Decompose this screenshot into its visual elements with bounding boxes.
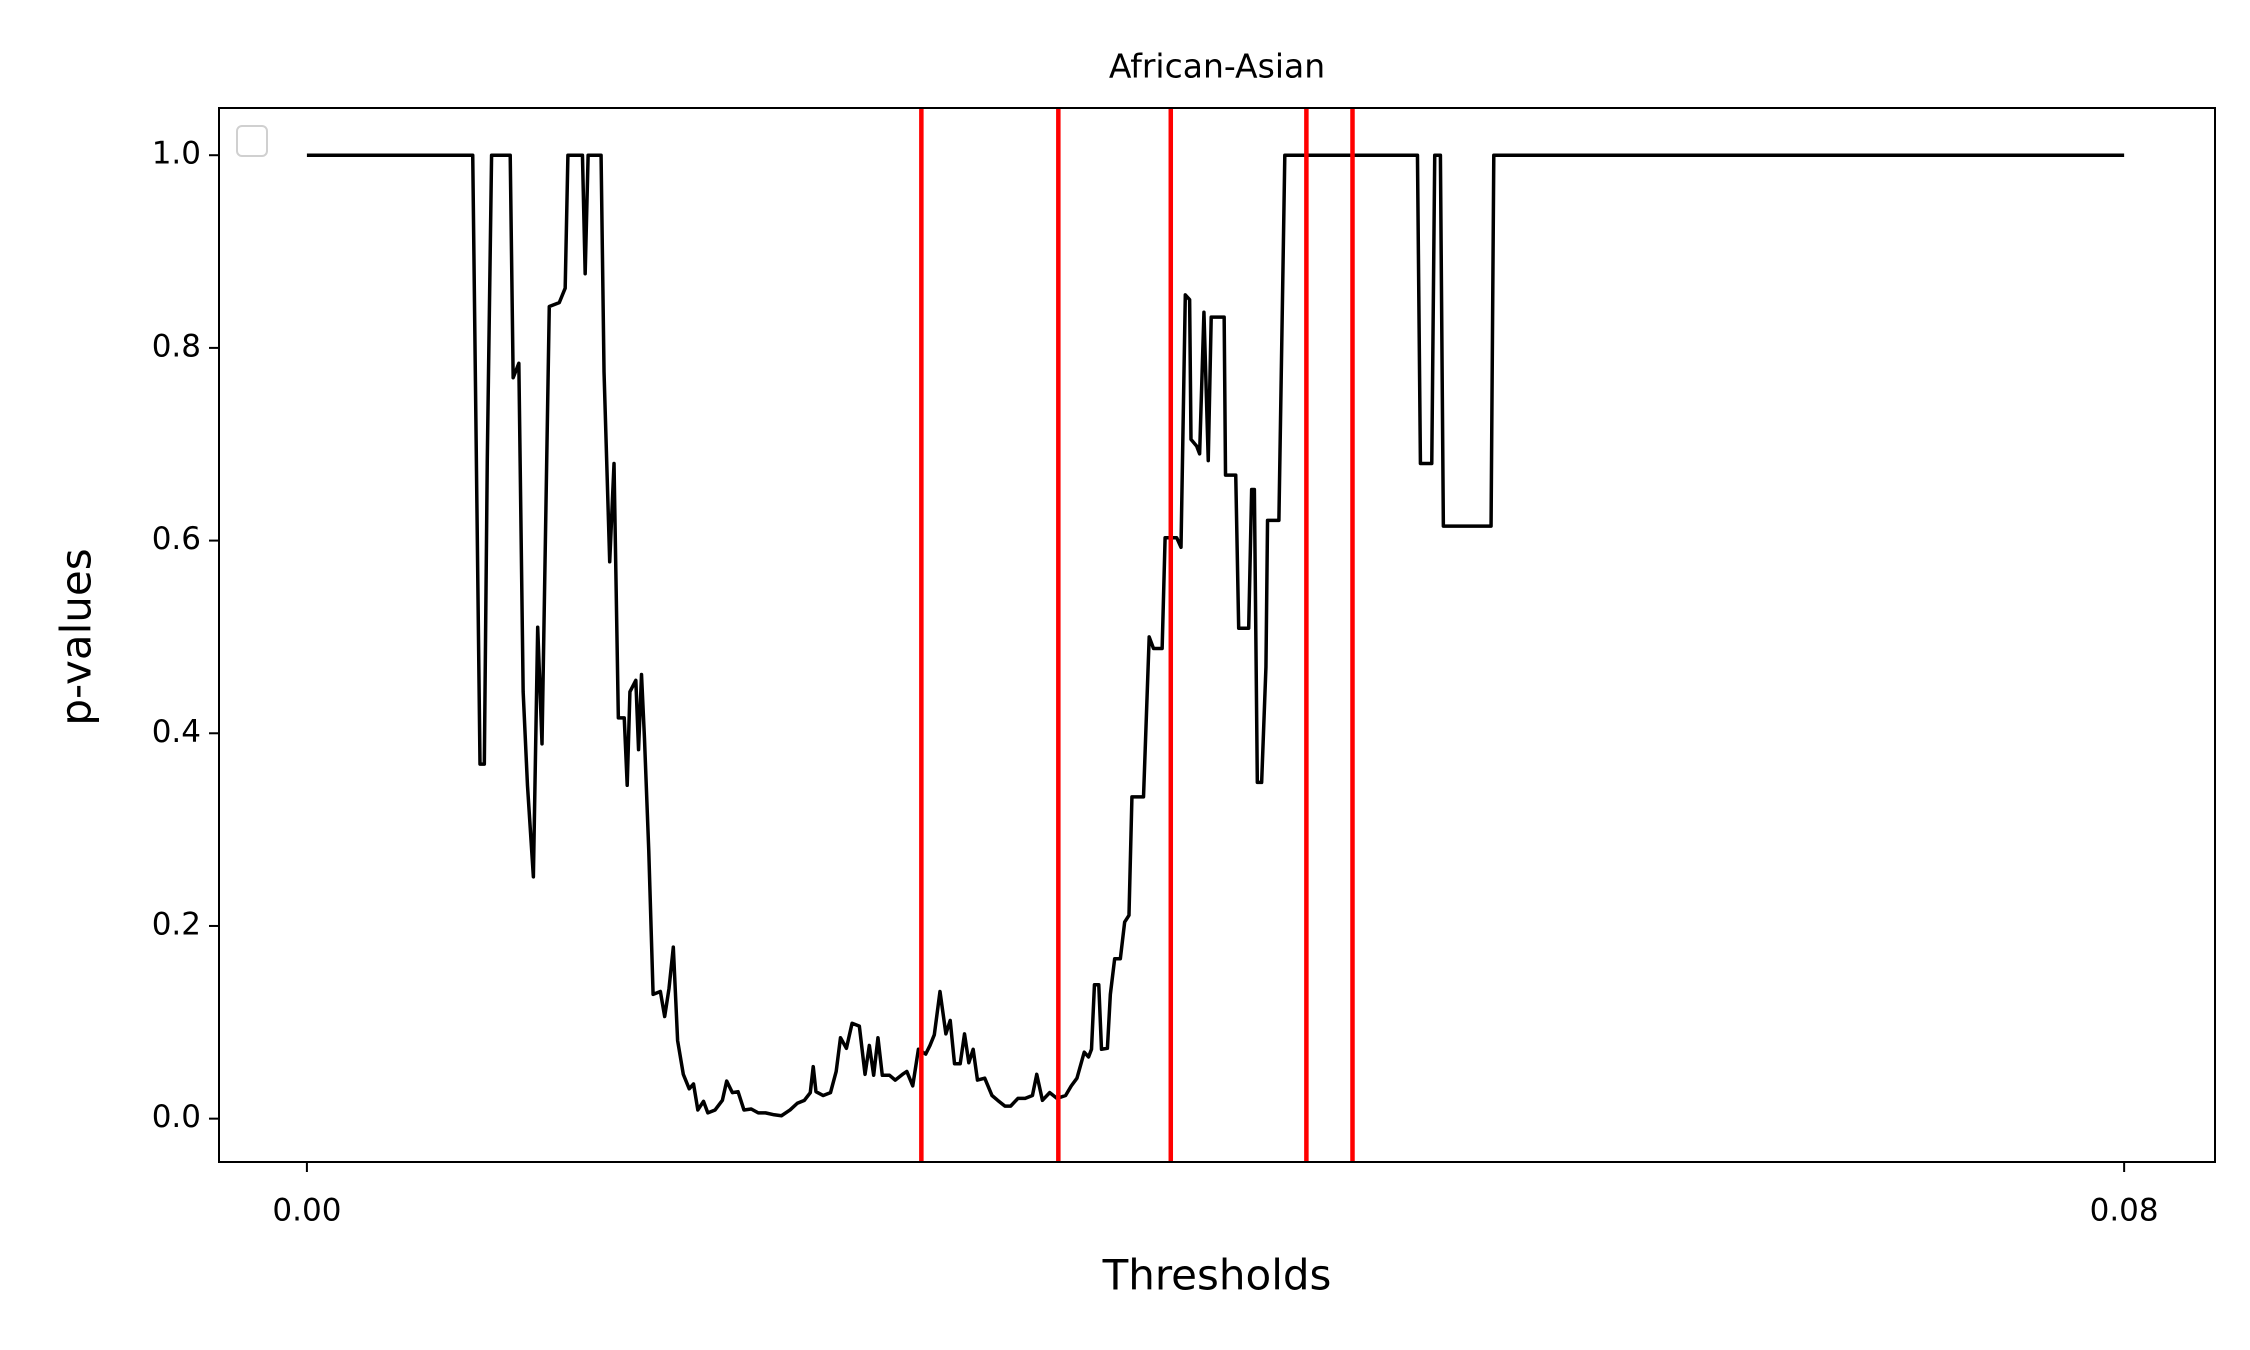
- x-tick-label: 0.08: [2090, 1193, 2159, 1229]
- y-tick-label: 1.0: [152, 136, 201, 172]
- y-axis-label: p-values: [52, 548, 101, 725]
- line-series: [306, 153, 2125, 1118]
- y-tick-label: 0.4: [152, 714, 201, 750]
- plot-frame: [218, 107, 2216, 1163]
- y-tick-label: 0.0: [152, 1099, 201, 1135]
- legend-box: [236, 125, 268, 157]
- y-tick-label: 0.2: [152, 906, 201, 942]
- x-tick-label: 0.00: [272, 1193, 341, 1229]
- chart-title: African-Asian: [1109, 47, 1325, 86]
- y-tick-label: 0.6: [152, 521, 201, 557]
- y-tick-label: 0.8: [152, 328, 201, 364]
- x-axis-label: Thresholds: [1102, 1251, 1332, 1300]
